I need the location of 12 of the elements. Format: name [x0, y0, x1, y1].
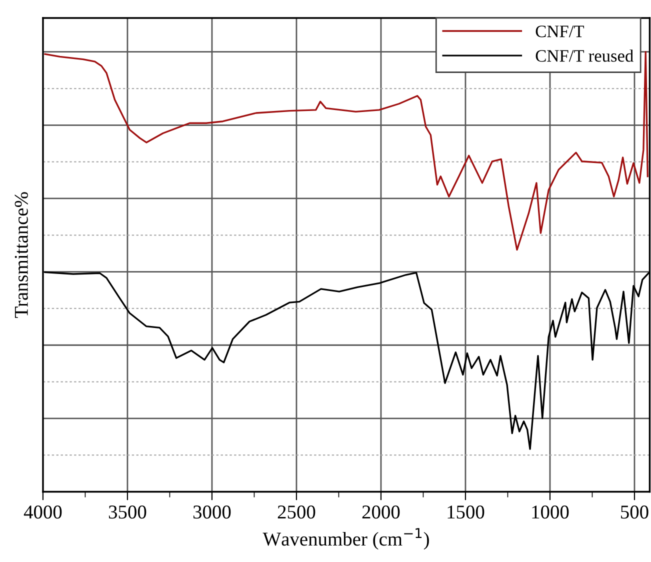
x-axis-title: Wavenumber (cm$^{−1}$)	[262, 528, 429, 550]
legend-label: CNF/T	[536, 26, 584, 38]
y-axis-title: Transmittance%	[14, 192, 28, 318]
legend-label: CNF/T reused	[536, 50, 634, 62]
x-tick-label: 3000	[193, 506, 231, 519]
x-tick-label: 1000	[532, 506, 569, 519]
x-tick-label: 500	[621, 506, 648, 519]
x-tick-label: 4000	[24, 506, 62, 519]
x-tick-label: 1500	[448, 506, 484, 519]
x-tick-label: 3500	[108, 506, 146, 519]
x-tick-label: 2000	[362, 506, 400, 519]
x-tick-label: 2500	[278, 506, 316, 519]
